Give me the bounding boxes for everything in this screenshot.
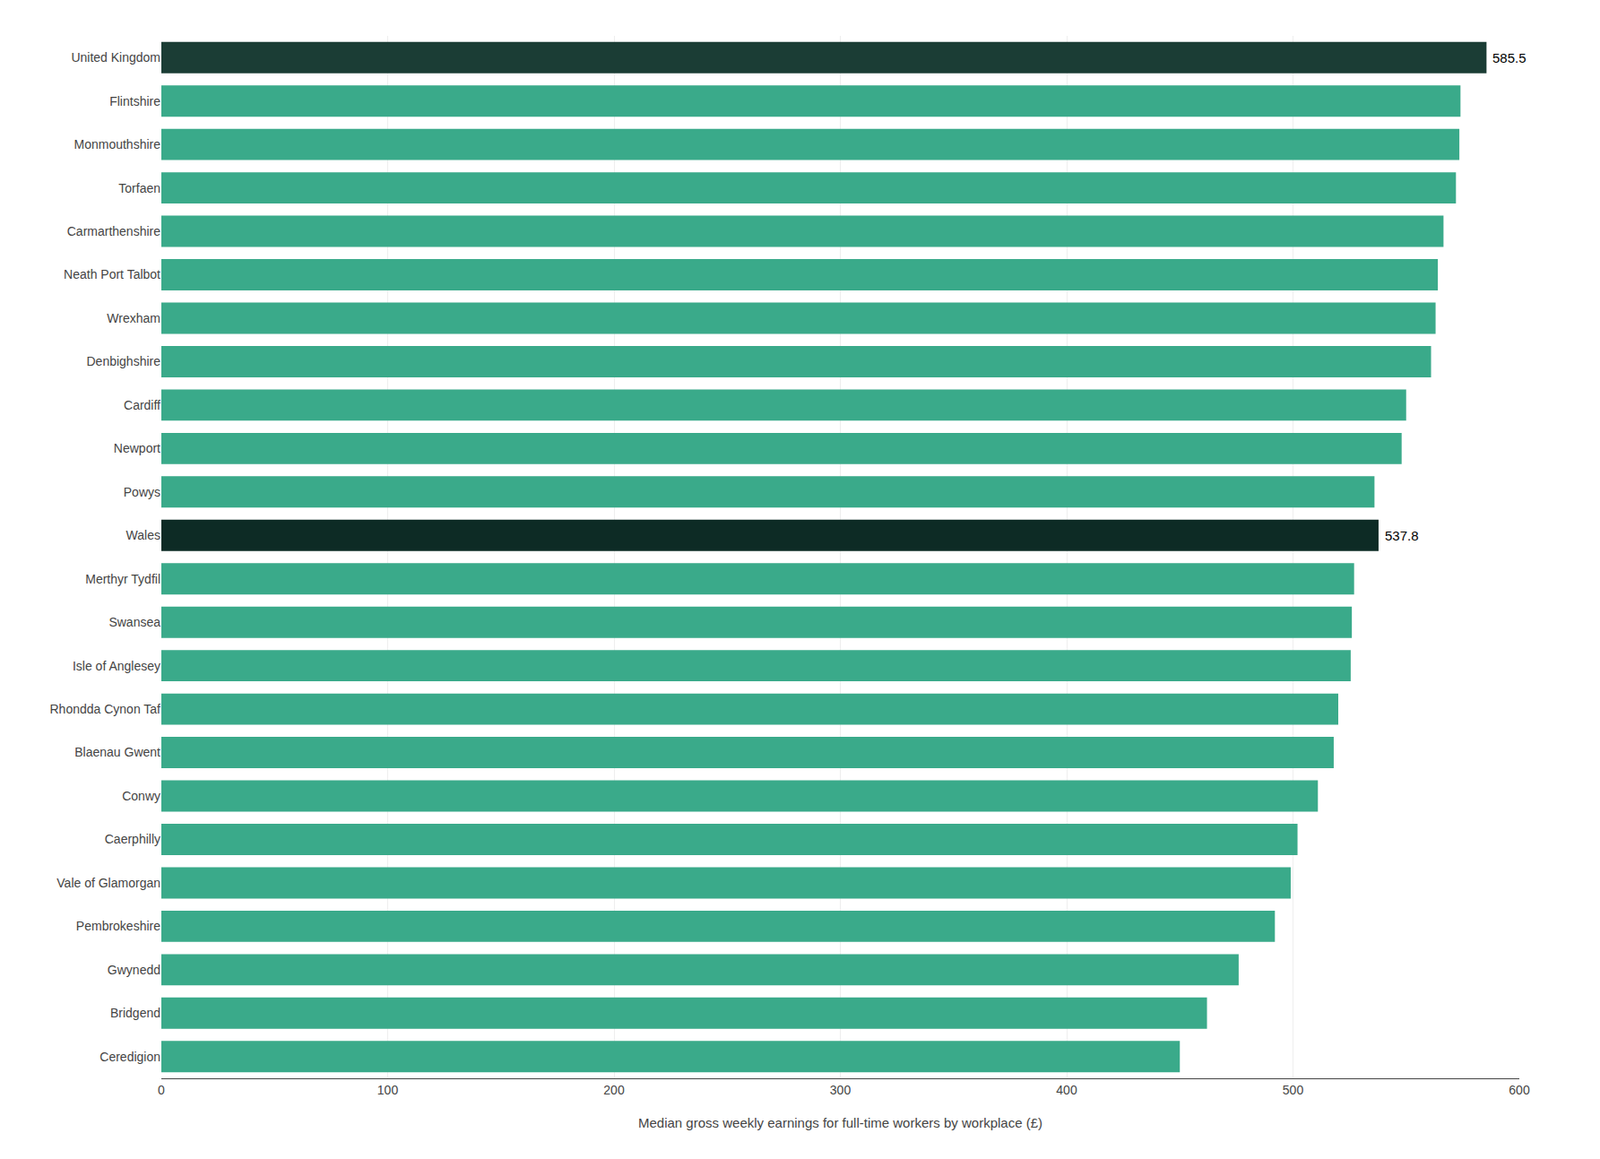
svg-text:Blaenau Gwent: Blaenau Gwent — [74, 744, 161, 760]
svg-text:United Kingdom: United Kingdom — [70, 50, 161, 65]
svg-text:600: 600 — [1508, 1082, 1531, 1098]
svg-text:0: 0 — [157, 1082, 165, 1098]
svg-text:Conwy: Conwy — [121, 788, 161, 804]
svg-text:100: 100 — [377, 1082, 399, 1098]
svg-text:Cardiff: Cardiff — [123, 397, 161, 413]
svg-text:Wrexham: Wrexham — [106, 311, 161, 326]
svg-text:Merthyr Tydfil: Merthyr Tydfil — [85, 571, 161, 587]
svg-text:Gwynedd: Gwynedd — [107, 962, 161, 978]
svg-text:Wales: Wales — [126, 527, 161, 543]
svg-text:Neath Port Talbot: Neath Port Talbot — [63, 267, 161, 282]
svg-text:400: 400 — [1055, 1082, 1078, 1098]
svg-text:Caerphilly: Caerphilly — [104, 831, 161, 847]
svg-text:200: 200 — [603, 1082, 625, 1098]
svg-text:300: 300 — [830, 1082, 852, 1098]
svg-text:Denbighshire: Denbighshire — [86, 354, 162, 369]
svg-text:Flintshire: Flintshire — [109, 94, 161, 109]
svg-text:Carmarthenshire: Carmarthenshire — [67, 224, 161, 239]
svg-text:537.8: 537.8 — [1384, 527, 1419, 544]
svg-text:Newport: Newport — [113, 441, 161, 456]
svg-text:Pembrokeshire: Pembrokeshire — [76, 918, 161, 934]
svg-text:Median gross weekly earnings f: Median gross weekly earnings for full-ti… — [638, 1115, 1043, 1131]
svg-text:Bridgend: Bridgend — [110, 1005, 161, 1021]
svg-text:Rhondda Cynon Taf: Rhondda Cynon Taf — [50, 701, 162, 717]
svg-text:Monmouthshire: Monmouthshire — [74, 137, 162, 152]
svg-text:Swansea: Swansea — [108, 614, 161, 630]
svg-text:Isle of Anglesey: Isle of Anglesey — [72, 658, 161, 674]
svg-text:Ceredigion: Ceredigion — [99, 1049, 161, 1064]
svg-text:Torfaen: Torfaen — [118, 181, 161, 196]
svg-text:585.5: 585.5 — [1492, 50, 1527, 66]
svg-text:Vale of Glamorgan: Vale of Glamorgan — [56, 875, 161, 891]
svg-text:500: 500 — [1282, 1082, 1305, 1098]
svg-text:Powys: Powys — [123, 484, 161, 500]
